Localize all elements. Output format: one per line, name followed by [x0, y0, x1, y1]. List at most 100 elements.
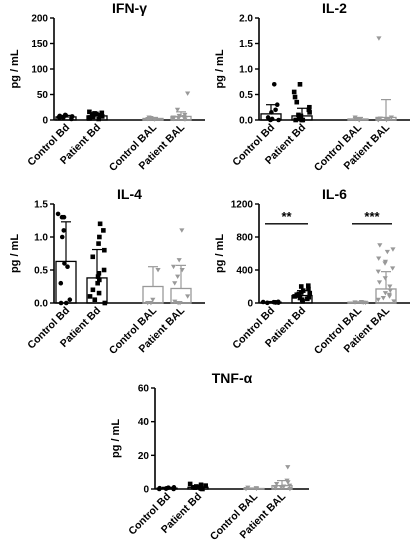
data-point	[297, 82, 303, 87]
data-point	[87, 294, 93, 299]
data-point	[62, 261, 67, 266]
data-point	[385, 116, 392, 122]
data-point	[187, 481, 193, 487]
data-point	[89, 112, 95, 117]
y-tick-label: 0.5	[34, 266, 48, 277]
data-point	[99, 110, 105, 116]
data-point	[306, 286, 311, 292]
data-point	[245, 485, 251, 491]
data-point	[61, 214, 67, 220]
data-point	[97, 113, 103, 118]
data-point	[102, 300, 108, 306]
data-point	[384, 249, 390, 255]
data-point	[96, 241, 101, 246]
y-tick-label: 0.0	[239, 116, 253, 127]
chart-title: TNF-α	[212, 370, 253, 386]
data-point	[172, 281, 178, 286]
data-point	[382, 259, 389, 265]
data-point	[376, 256, 382, 261]
y-tick-label: 50	[37, 90, 49, 101]
group-control-bd	[260, 299, 282, 306]
chart-title: IFN-γ	[112, 0, 147, 16]
data-point	[97, 277, 102, 283]
data-point	[292, 94, 298, 100]
data-point	[185, 294, 191, 299]
y-tick-label: 1.0	[239, 65, 253, 76]
data-point	[193, 484, 199, 489]
data-point	[92, 297, 98, 302]
data-point	[174, 107, 181, 113]
data-point	[55, 211, 61, 217]
data-point	[198, 482, 204, 488]
data-point	[271, 82, 277, 87]
data-point	[269, 116, 275, 122]
y-axis-label: pg / mL	[214, 234, 226, 273]
data-point	[155, 268, 161, 273]
y-tick-label: 1.5	[239, 39, 253, 50]
data-point	[265, 300, 270, 306]
group-control-bal	[347, 300, 369, 306]
data-point	[102, 247, 107, 253]
data-point	[182, 112, 188, 118]
data-point	[90, 254, 96, 260]
data-point	[358, 300, 364, 305]
data-point	[296, 112, 301, 118]
data-point	[391, 299, 397, 304]
y-tick-label: 0.5	[239, 90, 253, 101]
data-point	[63, 300, 69, 306]
data-point	[296, 291, 302, 297]
y-tick-label: 0.0	[34, 299, 48, 310]
data-point	[148, 301, 154, 306]
data-point	[59, 234, 65, 240]
data-point	[294, 99, 300, 105]
y-axis-label: pg / mL	[110, 419, 122, 458]
data-point	[274, 102, 280, 107]
data-point	[273, 107, 278, 113]
data-point	[390, 247, 396, 252]
data-point	[269, 110, 274, 115]
data-point	[307, 110, 312, 115]
data-point	[58, 300, 64, 306]
data-point	[287, 483, 293, 489]
data-point	[375, 297, 381, 303]
data-point	[170, 115, 176, 120]
data-point	[275, 299, 281, 305]
data-point	[281, 484, 287, 489]
data-point	[61, 228, 67, 233]
data-point	[287, 487, 293, 492]
group-control-bal	[142, 266, 164, 306]
data-point	[375, 269, 381, 275]
data-point	[157, 485, 162, 491]
data-point	[95, 274, 101, 279]
data-point	[67, 297, 73, 303]
group-patient-bd	[86, 109, 108, 122]
group-control-bal	[243, 485, 265, 492]
data-point	[265, 115, 271, 120]
data-point	[293, 117, 298, 123]
y-tick-label: 1.5	[34, 200, 48, 211]
data-point	[356, 118, 362, 123]
significance-label: **	[281, 209, 292, 224]
data-point	[185, 91, 191, 96]
group-control-bal	[347, 115, 369, 123]
data-point	[97, 221, 103, 227]
data-point	[352, 300, 358, 305]
data-point	[172, 299, 178, 305]
data-point	[176, 113, 182, 119]
group-patient-bd	[86, 221, 108, 306]
group-control-bd	[260, 82, 282, 123]
y-tick-label: 2.0	[239, 14, 253, 25]
data-point	[285, 465, 291, 470]
data-point	[388, 115, 394, 120]
y-tick-label: 0	[42, 116, 48, 127]
data-point	[58, 280, 64, 286]
data-point	[376, 280, 383, 285]
y-tick-label: 1200	[231, 200, 254, 211]
data-point	[306, 107, 312, 113]
data-point	[95, 280, 100, 286]
data-point	[387, 284, 393, 289]
data-point	[57, 113, 63, 119]
